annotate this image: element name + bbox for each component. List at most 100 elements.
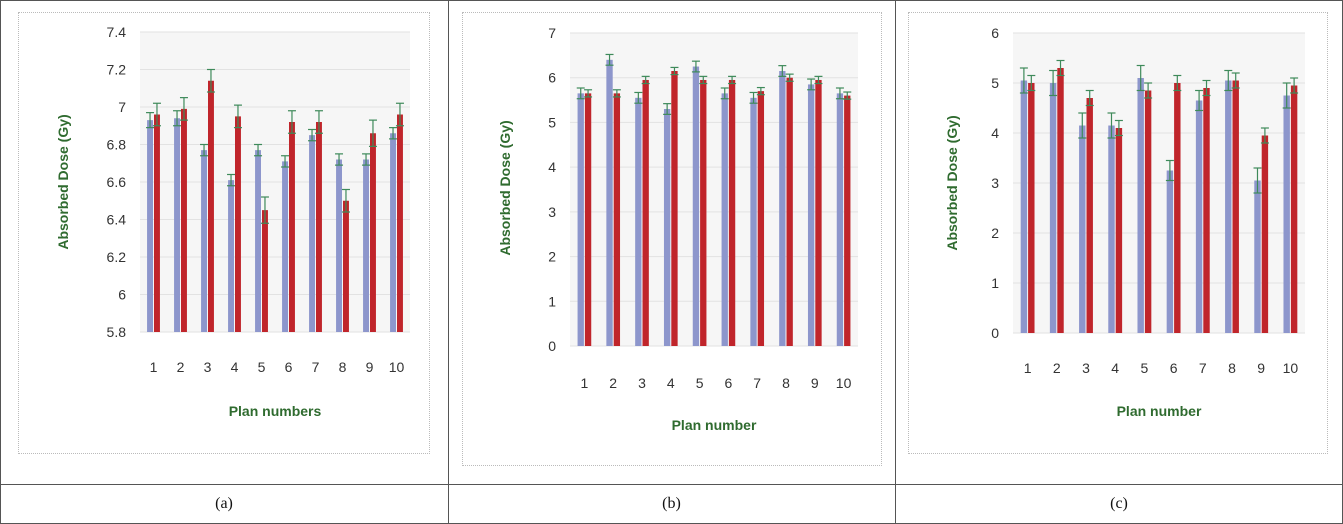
bar-series-2	[844, 95, 851, 346]
x-tick-label: 1	[1024, 360, 1032, 376]
y-axis-label: Absorbed Dose (Gy)	[944, 115, 960, 250]
x-tick-label: 9	[811, 375, 819, 391]
x-tick-label: 9	[366, 359, 374, 375]
bar-series-1	[1137, 78, 1144, 333]
caption-b: (b)	[662, 495, 681, 512]
y-tick-label: 5.8	[107, 324, 127, 340]
bar-series-2	[1290, 85, 1298, 333]
y-tick-label: 3	[991, 175, 999, 191]
x-axis-label: Plan number	[1117, 403, 1202, 419]
y-tick-label: 5	[548, 114, 556, 130]
bar-series-2	[728, 79, 736, 346]
bar-series-2	[1086, 98, 1093, 333]
bar-series-2	[700, 79, 707, 346]
x-tick-label: 2	[609, 375, 617, 391]
bar-series-1	[282, 161, 288, 332]
bar-series-1	[1166, 170, 1174, 333]
x-tick-label: 4	[231, 359, 239, 375]
y-tick-label: 4	[548, 159, 556, 175]
y-tick-label: 6.6	[107, 174, 127, 190]
bar-series-2	[584, 93, 592, 346]
x-tick-label: 7	[312, 359, 320, 375]
bar-series-2	[181, 108, 187, 332]
chart-c: 0 1 2 3 4 5 6 1 2 3 4 5 6 7 8 9 10 Plan number Absorbed Do…	[944, 25, 1305, 419]
bar-series-1	[606, 59, 613, 346]
bar-series-1	[836, 93, 844, 346]
x-tick-label: 6	[725, 375, 733, 391]
x-tick-label: 8	[1228, 360, 1236, 376]
x-tick-label: 8	[339, 359, 347, 375]
bar-series-1	[390, 133, 396, 332]
panel-divider	[895, 0, 896, 524]
x-tick-label: 5	[696, 375, 704, 391]
bar-series-2	[613, 93, 621, 346]
x-tick-label: 3	[1082, 360, 1090, 376]
bar-series-2	[1261, 135, 1269, 333]
bar-series-1	[1195, 100, 1203, 333]
y-tick-label: 1	[991, 275, 999, 291]
x-tick-label: 3	[638, 375, 646, 391]
bar-series-1	[577, 93, 584, 346]
y-tick-label: 0	[548, 338, 556, 354]
bar-series-2	[1144, 90, 1152, 333]
bar-series-1	[635, 97, 642, 346]
bar-series-1	[1020, 80, 1028, 333]
bar-series-1	[228, 180, 234, 332]
caption-divider	[0, 484, 1343, 485]
y-tick-label: 7.4	[107, 24, 127, 40]
bar-series-2	[316, 122, 322, 332]
bar-series-2	[815, 79, 822, 346]
y-tick-label: 1	[548, 293, 556, 309]
y-tick-label: 6.4	[107, 212, 127, 228]
bar-series-2	[1203, 88, 1210, 333]
bar-series-1	[1079, 125, 1086, 333]
bar-series-2	[262, 210, 268, 332]
x-tick-label: 4	[1111, 360, 1119, 376]
y-tick-label: 6	[991, 25, 999, 41]
bar-series-1	[807, 84, 815, 347]
bar-series-2	[1174, 83, 1181, 333]
bar-series-1	[750, 97, 757, 346]
x-tick-label: 1	[581, 375, 589, 391]
bar-series-2	[671, 71, 678, 346]
bar-series-1	[721, 93, 728, 346]
bar-series-2	[154, 114, 160, 332]
y-tick-label: 6	[118, 287, 126, 303]
x-tick-label: 6	[285, 359, 293, 375]
bar-series-1	[1108, 125, 1115, 333]
chart-a: 5.8 6 6.2 6.4 6.6 6.8 7 7.2 7.4 1 2 3 4 5 6 7 8 9 10 Plan n…	[55, 24, 410, 419]
bar-series-2	[642, 79, 649, 346]
bar-series-1	[779, 71, 786, 346]
plot-area	[570, 33, 858, 346]
bar-series-2	[208, 80, 214, 332]
bar-series-2	[289, 122, 295, 332]
panel-b-box	[462, 12, 882, 466]
panel-c-box	[908, 12, 1328, 454]
bar-series-2	[1028, 83, 1035, 333]
bar-series-1	[1225, 80, 1232, 333]
bar-series-1	[1254, 180, 1261, 333]
y-tick-label: 5	[991, 75, 999, 91]
x-tick-label: 5	[1141, 360, 1149, 376]
y-axis-label: Absorbed Dose (Gy)	[55, 114, 71, 249]
chart-b: 0 1 2 3 4 5 6 7 1 2 3 4 5 6 7 8 9 10 Plan number Absorbed D…	[497, 25, 858, 433]
bar-series-2	[1232, 80, 1239, 333]
x-tick-label: 7	[753, 375, 761, 391]
caption-a: (a)	[215, 495, 233, 512]
y-tick-label: 6	[548, 70, 556, 86]
bar-series-2	[370, 133, 376, 332]
y-tick-label: 7	[118, 99, 126, 115]
x-axis-label: Plan numbers	[229, 403, 322, 419]
y-tick-label: 7.2	[107, 62, 127, 78]
bar-series-1	[336, 159, 342, 332]
bar-series-1	[663, 109, 671, 346]
x-tick-label: 10	[836, 375, 852, 391]
bar-series-1	[1283, 95, 1290, 333]
bar-series-1	[309, 135, 315, 332]
y-tick-label: 2	[548, 249, 556, 265]
y-axis-label: Absorbed Dose (Gy)	[497, 120, 513, 255]
x-axis-label: Plan number	[672, 417, 757, 433]
x-tick-label: 8	[782, 375, 790, 391]
bar-series-2	[1057, 68, 1064, 333]
